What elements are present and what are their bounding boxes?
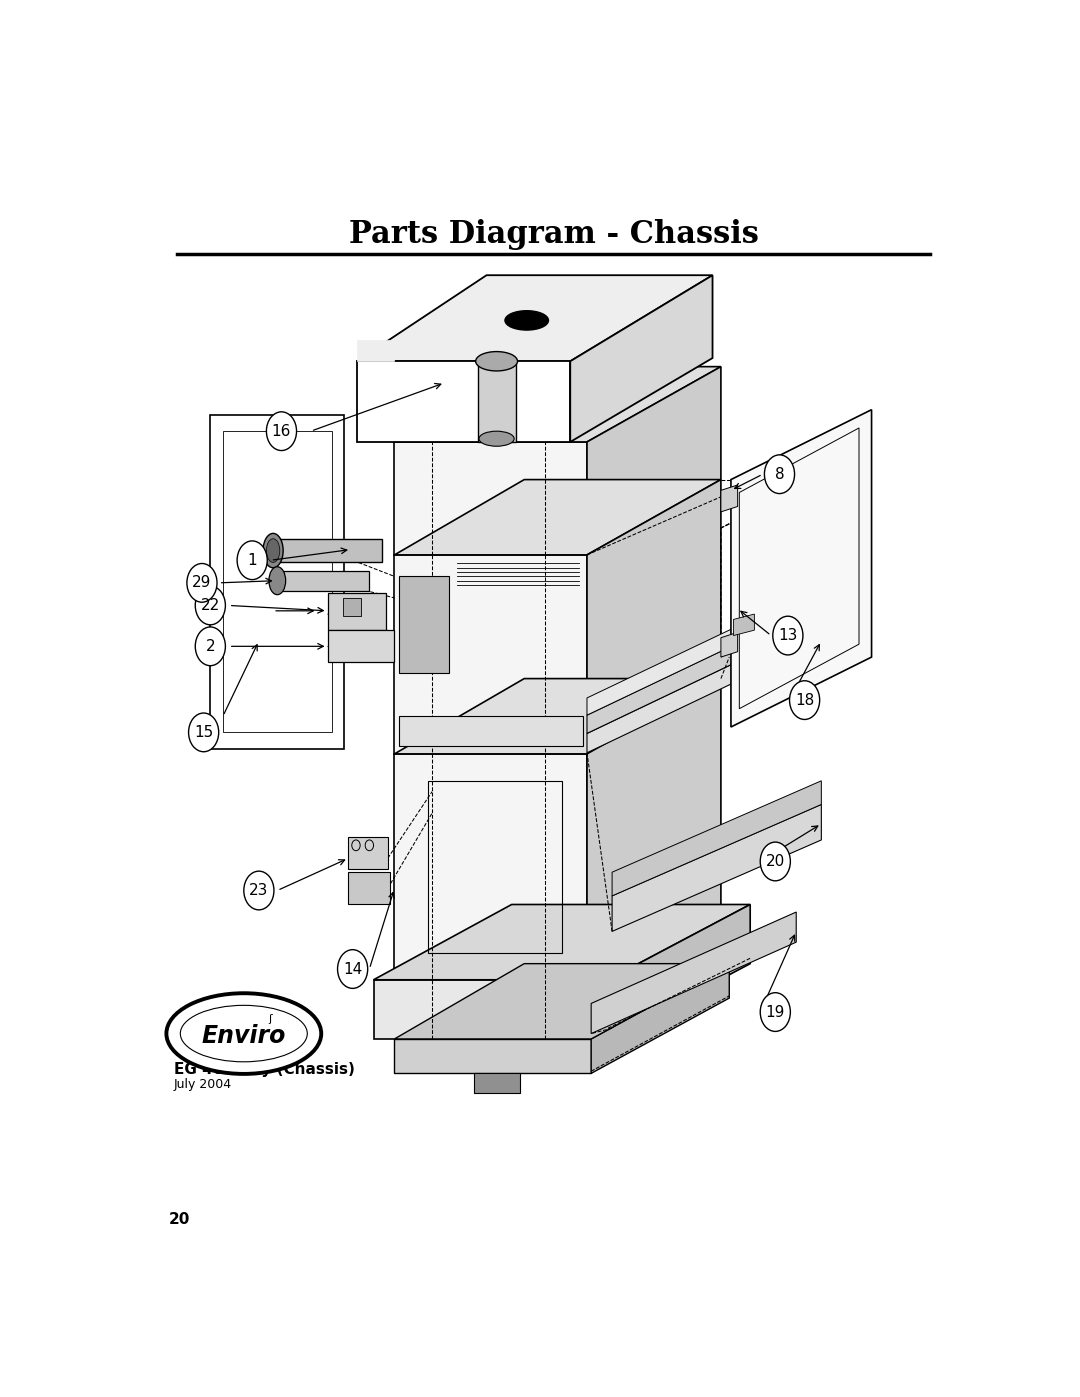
- Polygon shape: [394, 679, 721, 754]
- Circle shape: [195, 587, 226, 624]
- Polygon shape: [334, 619, 351, 662]
- Polygon shape: [591, 964, 729, 1073]
- Polygon shape: [394, 366, 721, 441]
- Polygon shape: [394, 555, 588, 754]
- Polygon shape: [399, 717, 583, 746]
- Polygon shape: [474, 1073, 521, 1092]
- Polygon shape: [356, 339, 394, 362]
- Polygon shape: [721, 633, 738, 657]
- Text: 20: 20: [766, 854, 785, 869]
- Text: ʃ: ʃ: [269, 1013, 272, 1024]
- Polygon shape: [374, 979, 608, 1039]
- Polygon shape: [733, 615, 754, 636]
- Text: 14: 14: [343, 961, 362, 977]
- Polygon shape: [588, 366, 721, 555]
- Polygon shape: [394, 479, 721, 555]
- Polygon shape: [349, 837, 388, 869]
- Text: 18: 18: [795, 693, 814, 708]
- Polygon shape: [588, 679, 721, 979]
- Ellipse shape: [269, 567, 285, 595]
- Circle shape: [765, 455, 795, 493]
- Circle shape: [789, 680, 820, 719]
- Polygon shape: [342, 598, 361, 616]
- Text: 29: 29: [192, 576, 212, 591]
- Circle shape: [773, 616, 802, 655]
- Circle shape: [760, 993, 791, 1031]
- Polygon shape: [356, 275, 713, 362]
- Polygon shape: [211, 415, 345, 749]
- Polygon shape: [570, 275, 713, 441]
- Polygon shape: [721, 485, 738, 511]
- Ellipse shape: [264, 534, 283, 567]
- Polygon shape: [327, 592, 387, 630]
- Polygon shape: [588, 622, 821, 753]
- Text: 23: 23: [249, 883, 269, 898]
- Polygon shape: [394, 964, 729, 1039]
- Ellipse shape: [267, 539, 280, 563]
- Circle shape: [267, 412, 297, 451]
- Circle shape: [760, 842, 791, 882]
- Circle shape: [338, 950, 367, 989]
- Text: EG 40 Body (Chassis): EG 40 Body (Chassis): [174, 1062, 354, 1077]
- Polygon shape: [356, 362, 570, 441]
- Polygon shape: [278, 571, 369, 591]
- Polygon shape: [612, 805, 821, 932]
- Polygon shape: [588, 479, 721, 754]
- Polygon shape: [588, 574, 847, 715]
- Polygon shape: [394, 1039, 591, 1073]
- Ellipse shape: [480, 432, 514, 446]
- Circle shape: [189, 712, 218, 752]
- Ellipse shape: [166, 993, 321, 1074]
- Circle shape: [195, 627, 226, 666]
- Circle shape: [244, 872, 274, 909]
- Text: 20: 20: [168, 1213, 190, 1227]
- Text: 1: 1: [247, 553, 257, 567]
- Text: 16: 16: [272, 423, 292, 439]
- Text: 15: 15: [194, 725, 213, 740]
- Text: Parts Diagram - Chassis: Parts Diagram - Chassis: [349, 219, 758, 250]
- Polygon shape: [394, 754, 588, 979]
- Polygon shape: [374, 904, 751, 979]
- Polygon shape: [273, 539, 382, 563]
- Text: 8: 8: [774, 467, 784, 482]
- Polygon shape: [394, 441, 588, 555]
- Text: 22: 22: [201, 598, 220, 613]
- Text: 2: 2: [205, 638, 215, 654]
- Circle shape: [238, 541, 267, 580]
- Polygon shape: [327, 630, 394, 662]
- Polygon shape: [612, 781, 821, 895]
- Polygon shape: [349, 872, 390, 904]
- Text: 19: 19: [766, 1004, 785, 1020]
- Circle shape: [187, 563, 217, 602]
- Polygon shape: [591, 912, 796, 1034]
- Text: July 2004: July 2004: [174, 1077, 231, 1091]
- Text: Enviro: Enviro: [202, 1024, 286, 1048]
- Polygon shape: [608, 904, 751, 1039]
- Text: 13: 13: [779, 629, 797, 643]
- Ellipse shape: [505, 310, 549, 330]
- Polygon shape: [399, 577, 449, 673]
- Polygon shape: [588, 604, 821, 733]
- Polygon shape: [731, 409, 872, 726]
- Polygon shape: [478, 362, 516, 441]
- Ellipse shape: [475, 352, 517, 372]
